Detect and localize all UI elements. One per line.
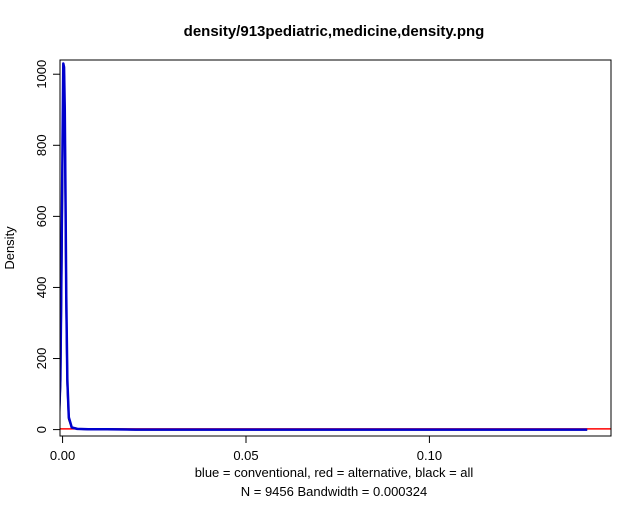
series-line-2 [60,73,588,431]
x-tick-label: 0.00 [50,448,75,463]
x-tick-label: 0.10 [417,448,442,463]
x-axis-sublabel: N = 9456 Bandwidth = 0.000324 [241,484,427,499]
x-tick-label: 0.05 [233,448,258,463]
y-axis: 0 200 400 600 800 1000 [34,60,61,433]
series-line-3 [60,62,588,431]
y-axis-label: Density [2,226,17,270]
y-tick-label: 200 [34,348,49,370]
y-tick-label: 800 [34,134,49,156]
x-axis: 0.00 0.05 0.10 [50,435,442,463]
series-layer [60,62,611,431]
chart-title: density/913pediatric,medicine,density.pn… [184,23,485,40]
plot-frame [59,59,612,437]
y-tick-label: 600 [34,206,49,228]
x-axis-label: blue = conventional, red = alternative, … [195,465,474,480]
y-tick-label: 0 [34,426,49,433]
plot-area [59,59,612,437]
y-tick-label: 400 [34,277,49,299]
y-tick-label: 1000 [34,60,49,89]
